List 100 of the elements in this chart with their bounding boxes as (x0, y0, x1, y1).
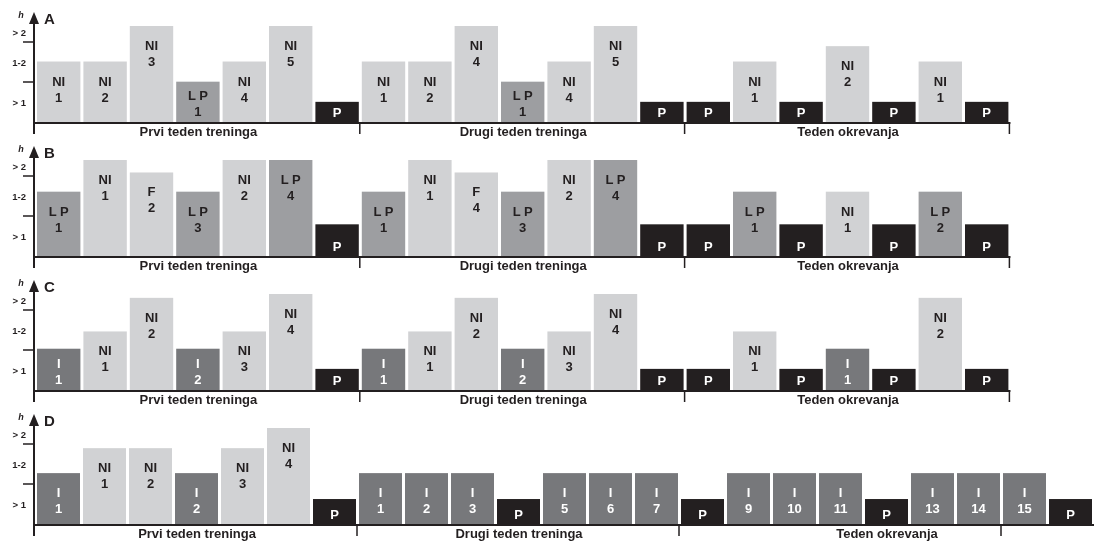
x-tick-label: NI 1 (423, 343, 437, 375)
x-tick-label: P (657, 239, 667, 254)
x-tick-label: NI 4 (284, 306, 298, 337)
x-tick-label: P (332, 373, 342, 388)
x-tick-label: L P 1 (48, 203, 70, 235)
x-tick-label: NI 3 (145, 38, 158, 69)
bar (733, 191, 777, 256)
bar (361, 61, 406, 122)
x-tick-label: NI 1 (841, 203, 854, 235)
bar (543, 473, 586, 524)
text: Prvi teden treninga (139, 124, 259, 139)
x-tick-label: P (882, 507, 892, 522)
x-tick-label: NI 1 (98, 172, 112, 203)
x-tick-label: I 15 (1017, 485, 1032, 517)
bar (957, 473, 1000, 524)
x-tick-label: NI 2 (98, 73, 112, 105)
text: > 1 (12, 96, 27, 108)
bar (83, 331, 127, 390)
x-tick-label: I 2 (422, 485, 431, 517)
x-tick-label: NI 1 (423, 172, 437, 203)
x-tick-label: P (889, 239, 899, 254)
x-tick-label: I 1 (376, 485, 385, 517)
bar (408, 331, 452, 390)
x-tick-label: P (657, 105, 667, 120)
x-tick-label: P (982, 373, 992, 388)
x-tick-label: NI 1 (748, 73, 762, 105)
x-tick-label: NI 1 (748, 343, 762, 375)
bar (733, 331, 777, 390)
x-tick-label: NI 4 (609, 306, 622, 337)
x-tick-label: NI 4 (562, 73, 576, 105)
x-tick-label: NI 4 (237, 73, 251, 105)
y-axis-title: h (18, 278, 25, 288)
x-tick-label: NI 4 (282, 440, 295, 471)
text: Prvi teden treninga (139, 392, 259, 407)
text: Teden okrevanja (797, 392, 900, 407)
y-axis-title: h (18, 144, 25, 154)
x-tick-label: L P 1 (187, 88, 209, 119)
x-tick-label: NI 2 (144, 460, 157, 492)
chart-title: C (44, 278, 55, 295)
x-tick-label: P (514, 507, 524, 522)
x-tick-label: L P 3 (512, 203, 534, 235)
text: Prvi teden treninga (139, 258, 259, 273)
text: Drugi teden treninga (459, 392, 588, 407)
x-tick-label: F 4 (472, 184, 481, 216)
y-axis-title: h (18, 10, 25, 20)
bar (405, 473, 448, 524)
bar (37, 348, 81, 390)
bar (547, 160, 591, 256)
x-tick-label: I 2 (192, 485, 201, 517)
bar (83, 61, 127, 122)
x-tick-label: L P 3 (187, 203, 209, 235)
bar (269, 26, 313, 122)
bar (825, 191, 870, 256)
bar (222, 331, 266, 390)
x-tick-label: NI 1 (377, 73, 390, 105)
x-tick-label: I 5 (560, 485, 569, 517)
bar (454, 297, 498, 390)
x-tick-label: L P 4 (280, 172, 302, 203)
x-tick-label: I 2 (194, 356, 202, 387)
x-tick-label: NI 5 (609, 38, 622, 69)
text: > 2 (12, 428, 26, 440)
text: Prvi teden treninga (138, 526, 257, 541)
chart-title: A (44, 10, 55, 27)
x-tick-label: NI 1 (933, 73, 947, 105)
bar (176, 348, 220, 390)
bar (176, 81, 220, 122)
text: Teden okrevanja (836, 526, 939, 541)
bar (361, 348, 406, 390)
x-tick-label: I 1 (379, 356, 388, 387)
bar (129, 297, 174, 390)
x-tick-label: NI 2 (145, 309, 158, 341)
bar (83, 448, 126, 524)
chart-title: B (44, 144, 55, 161)
x-tick-label: I 1 (55, 356, 63, 387)
text: > 2 (12, 160, 26, 172)
bar (1003, 473, 1046, 524)
bar (593, 26, 638, 122)
x-tick-label: L P 1 (512, 88, 534, 119)
x-tick-label: NI 3 (236, 460, 249, 492)
bar (129, 448, 172, 524)
x-tick-label: NI 1 (98, 343, 112, 375)
x-tick-label: L P 1 (744, 203, 766, 235)
chart-title: D (44, 412, 55, 429)
bar (454, 26, 498, 122)
bar (37, 61, 81, 122)
bar (501, 348, 545, 390)
bar (918, 61, 962, 122)
x-tick-label: L P 2 (930, 203, 951, 235)
x-tick-label: I 2 (519, 356, 527, 387)
x-tick-label: NI 4 (469, 38, 483, 69)
x-tick-label: P (698, 507, 708, 522)
bar (361, 191, 406, 256)
bar (269, 160, 313, 256)
text: > 1 (12, 364, 27, 376)
bar (37, 473, 80, 524)
x-tick-label: P (982, 239, 992, 254)
bar (501, 81, 545, 122)
bar (222, 61, 266, 122)
x-tick-label: I 10 (787, 485, 802, 517)
bar (918, 297, 962, 390)
